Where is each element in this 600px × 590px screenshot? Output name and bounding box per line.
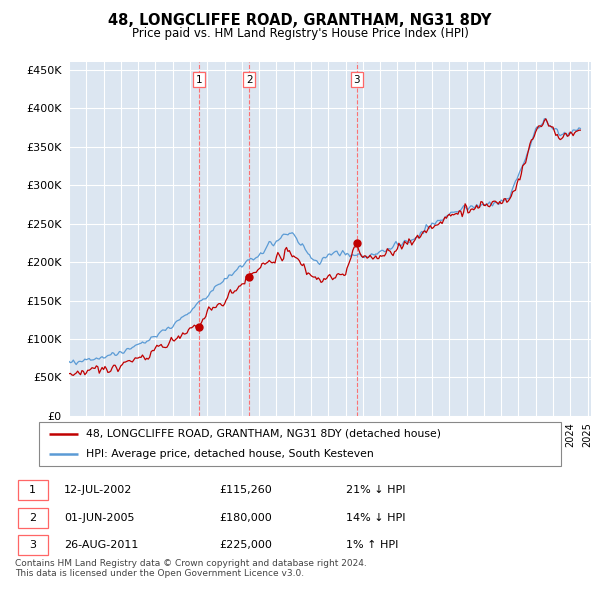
Text: 14% ↓ HPI: 14% ↓ HPI <box>346 513 406 523</box>
Text: Contains HM Land Registry data © Crown copyright and database right 2024.: Contains HM Land Registry data © Crown c… <box>15 559 367 568</box>
Text: £115,260: £115,260 <box>220 486 272 495</box>
FancyBboxPatch shape <box>18 480 48 500</box>
Text: 48, LONGCLIFFE ROAD, GRANTHAM, NG31 8DY: 48, LONGCLIFFE ROAD, GRANTHAM, NG31 8DY <box>109 13 491 28</box>
Text: 2: 2 <box>29 513 36 523</box>
Text: 26-AUG-2011: 26-AUG-2011 <box>64 540 138 550</box>
Text: 3: 3 <box>353 75 360 84</box>
Text: 2: 2 <box>246 75 253 84</box>
Text: £180,000: £180,000 <box>220 513 272 523</box>
FancyBboxPatch shape <box>18 535 48 555</box>
FancyBboxPatch shape <box>18 507 48 528</box>
Text: £225,000: £225,000 <box>220 540 272 550</box>
Text: 1% ↑ HPI: 1% ↑ HPI <box>346 540 398 550</box>
Text: 3: 3 <box>29 540 36 550</box>
FancyBboxPatch shape <box>39 422 561 466</box>
Text: HPI: Average price, detached house, South Kesteven: HPI: Average price, detached house, Sout… <box>86 449 374 459</box>
Text: This data is licensed under the Open Government Licence v3.0.: This data is licensed under the Open Gov… <box>15 569 304 578</box>
Text: 21% ↓ HPI: 21% ↓ HPI <box>346 486 406 495</box>
Text: 1: 1 <box>29 486 36 495</box>
Text: 12-JUL-2002: 12-JUL-2002 <box>64 486 132 495</box>
Text: 01-JUN-2005: 01-JUN-2005 <box>64 513 134 523</box>
Text: 1: 1 <box>196 75 203 84</box>
Text: Price paid vs. HM Land Registry's House Price Index (HPI): Price paid vs. HM Land Registry's House … <box>131 27 469 40</box>
Text: 48, LONGCLIFFE ROAD, GRANTHAM, NG31 8DY (detached house): 48, LONGCLIFFE ROAD, GRANTHAM, NG31 8DY … <box>86 429 441 439</box>
